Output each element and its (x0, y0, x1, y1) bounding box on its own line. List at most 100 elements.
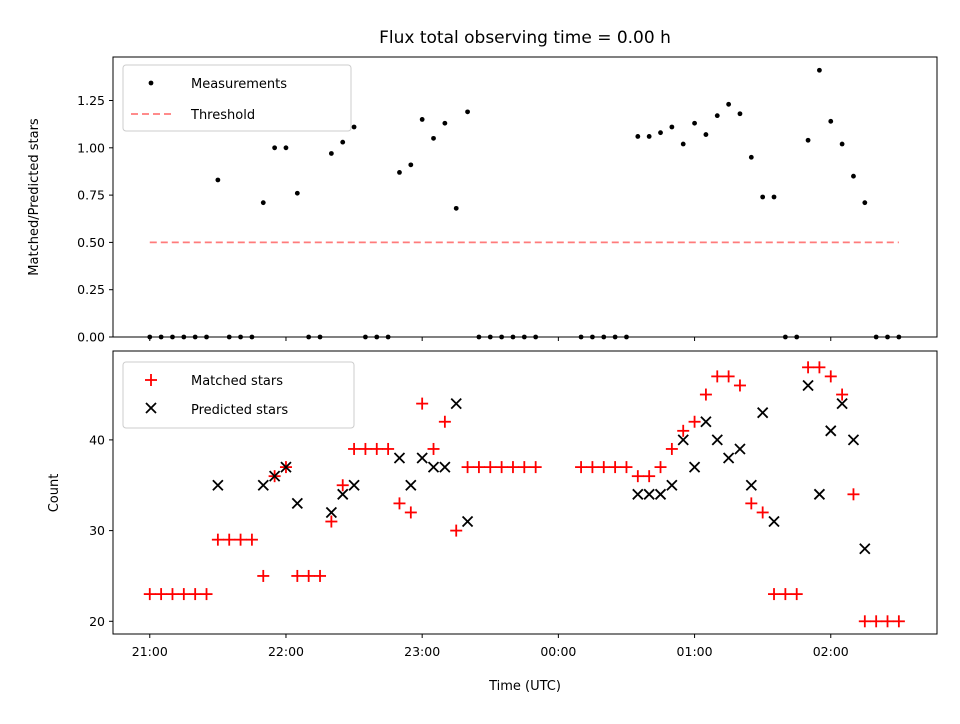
matched-star-point (575, 461, 588, 474)
predicted-star-point (291, 497, 303, 510)
legend-matched-marker (145, 374, 157, 386)
predicted-star-point (405, 479, 417, 491)
measurement-point (397, 170, 402, 175)
measurement-point (510, 334, 516, 340)
measurement-point (408, 162, 414, 168)
measurement-point (487, 334, 493, 340)
predicted-star-point (666, 479, 678, 491)
matched-star-point (189, 588, 202, 601)
top-y-tick-label: 0.00 (77, 330, 105, 345)
predicted-star-point (688, 461, 701, 473)
predicted-star-point (461, 515, 474, 528)
matched-star-point (529, 461, 542, 474)
matched-star-point (824, 370, 837, 383)
matched-star-point (881, 615, 894, 628)
predicted-star-point (643, 488, 655, 500)
matched-star-point (461, 461, 474, 474)
x-tick-label: 01:00 (677, 644, 713, 659)
matched-stars-points (143, 361, 905, 628)
measurement-point (862, 200, 868, 206)
measurement-point (181, 334, 187, 340)
matched-star-point (177, 588, 190, 601)
predicted-star-point (337, 488, 349, 500)
bottom-axes-frame (112, 350, 938, 635)
matched-star-point (745, 497, 758, 510)
measurement-point (873, 334, 879, 340)
predicted-star-point (450, 397, 462, 410)
matched-star-point (597, 461, 610, 474)
matched-star-point (836, 388, 849, 401)
x-tick-label: 23:00 (404, 644, 440, 659)
matched-star-point (438, 415, 451, 428)
measurement-point (794, 334, 800, 340)
measurement-point (363, 334, 368, 340)
legend-predicted-label: Predicted stars (191, 403, 288, 418)
matched-star-point (450, 524, 463, 537)
measurement-point (601, 334, 607, 340)
matched-star-point (472, 461, 485, 474)
measurement-point (680, 141, 686, 147)
matched-star-point (802, 361, 815, 374)
matched-star-point (427, 442, 440, 455)
matched-star-point (314, 569, 327, 582)
legend-measurements-label: Measurements (191, 77, 287, 92)
bottom-panel: 20 30 40 21:00 22:00 23:00 00:00 01:00 02:00 Co… (47, 350, 938, 694)
matched-star-point (813, 361, 826, 374)
predicted-star-point (393, 452, 406, 464)
x-tick-label: 22:00 (268, 644, 304, 659)
predicted-star-point (836, 397, 848, 410)
matched-star-point (382, 442, 395, 455)
matched-star-point (870, 615, 883, 628)
matched-star-point (404, 506, 417, 519)
measurement-point (476, 334, 482, 340)
measurement-point (669, 124, 675, 130)
measurement-point (896, 334, 902, 340)
bottom-y-ticks: 20 30 40 (89, 432, 113, 629)
measurement-point (737, 111, 743, 117)
measurement-point (340, 139, 346, 145)
predicted-star-point (734, 443, 746, 455)
predicted-star-point (325, 506, 338, 519)
predicted-star-point (813, 488, 826, 500)
matched-star-point (245, 533, 258, 546)
matched-star-point (620, 461, 633, 474)
matched-star-point (370, 442, 383, 455)
measurement-point (215, 177, 221, 183)
measurement-point (317, 334, 323, 340)
measurement-point (249, 334, 255, 340)
top-y-axis-label: Matched/Predicted stars (27, 118, 42, 276)
measurement-point (374, 334, 380, 340)
matched-star-point (733, 379, 746, 392)
measurement-point (351, 124, 357, 130)
measurement-point (158, 334, 164, 340)
predicted-star-point (745, 479, 757, 491)
measurement-point (306, 334, 312, 340)
x-tick-label: 00:00 (540, 644, 576, 659)
top-x-ticks (149, 337, 832, 341)
measurement-point (782, 334, 788, 340)
measurement-point (590, 334, 595, 340)
measurement-point (851, 173, 856, 179)
matched-star-point (200, 588, 213, 601)
matched-star-point (257, 569, 270, 582)
measurement-point (499, 334, 505, 340)
measurement-point (521, 334, 527, 340)
matched-star-point (518, 461, 531, 474)
predicted-stars-points (212, 379, 871, 555)
measurement-point (147, 334, 153, 340)
measurement-point (533, 334, 539, 340)
legend-predicted-marker (145, 402, 157, 414)
measurement-point (805, 137, 811, 143)
predicted-star-point (802, 379, 814, 392)
predicted-star-point (257, 479, 269, 491)
matched-star-point (847, 488, 860, 501)
measurement-point (442, 120, 448, 126)
top-legend: Measurements Threshold (122, 64, 352, 132)
matched-star-point (348, 442, 361, 455)
measurement-point (283, 145, 289, 151)
matched-star-point (790, 588, 803, 601)
predicted-star-point (439, 461, 451, 473)
measurement-point (226, 334, 232, 340)
bottom-legend: Matched stars Predicted stars (122, 361, 355, 429)
